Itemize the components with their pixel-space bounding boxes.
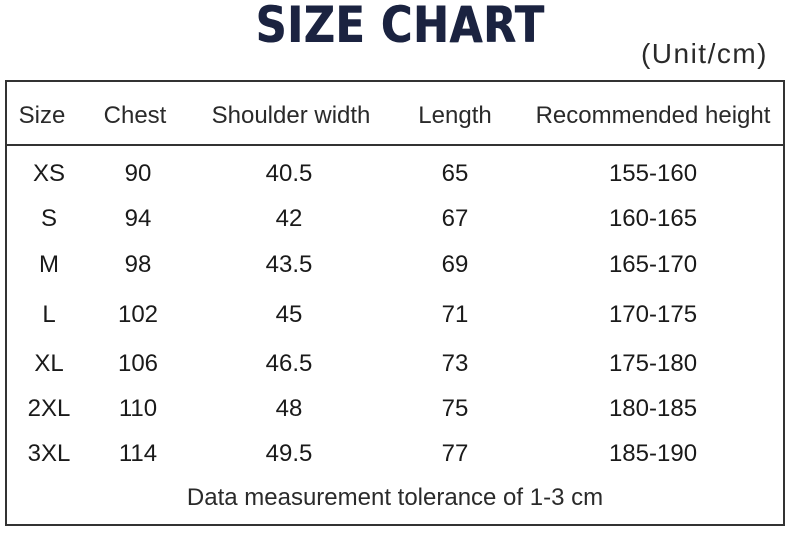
cell-shoulder-width: 49.5 [265, 440, 313, 467]
header-length: Length [418, 102, 492, 129]
header-size: Size [18, 102, 66, 129]
cell-chest: 106 [117, 350, 159, 377]
cell-chest: 90 [124, 160, 152, 187]
cell-length: 65 [441, 160, 469, 187]
cell-chest: 98 [124, 251, 152, 278]
size-table: Size Chest Shoulder width Length Recomme… [5, 80, 785, 526]
cell-recommended-height: 160-165 [608, 205, 698, 232]
cell-size: 3XL [27, 440, 71, 467]
page-title: SIZE CHART [255, 0, 545, 54]
header-chest: Chest [103, 102, 167, 129]
cell-length: 71 [441, 301, 469, 328]
cell-size: 2XL [27, 395, 71, 422]
cell-length: 67 [441, 205, 469, 232]
cell-recommended-height: 185-190 [608, 440, 698, 467]
cell-chest: 94 [124, 205, 152, 232]
table-header-row: Size Chest Shoulder width Length Recomme… [7, 82, 783, 146]
cell-length: 75 [441, 395, 469, 422]
cell-length: 77 [441, 440, 469, 467]
cell-chest: 110 [118, 395, 158, 422]
cell-size: XL [34, 350, 64, 377]
header-recommended-height: Recommended height [535, 102, 771, 129]
unit-label: (Unit/cm) [640, 38, 768, 69]
cell-recommended-height: 170-175 [608, 301, 698, 328]
header-shoulder-width: Shoulder width [211, 102, 371, 129]
cell-recommended-height: 155-160 [608, 160, 698, 187]
cell-length: 73 [441, 350, 469, 377]
cell-shoulder-width: 40.5 [265, 160, 313, 187]
cell-recommended-height: 175-180 [608, 350, 698, 377]
cell-size: XS [32, 160, 66, 187]
cell-shoulder-width: 45 [275, 301, 303, 328]
cell-chest: 114 [118, 440, 158, 467]
cell-recommended-height: 165-170 [608, 251, 698, 278]
cell-chest: 102 [117, 301, 159, 328]
cell-shoulder-width: 42 [275, 205, 303, 232]
cell-size: M [39, 251, 59, 278]
cell-length: 69 [441, 251, 469, 278]
cell-shoulder-width: 46.5 [265, 350, 313, 377]
cell-size: L [42, 301, 56, 328]
tolerance-note: Data measurement tolerance of 1-3 cm [186, 484, 604, 511]
cell-shoulder-width: 48 [275, 395, 303, 422]
cell-size: S [40, 205, 58, 232]
cell-recommended-height: 180-185 [608, 395, 698, 422]
header-divider [7, 144, 783, 146]
cell-shoulder-width: 43.5 [265, 251, 313, 278]
